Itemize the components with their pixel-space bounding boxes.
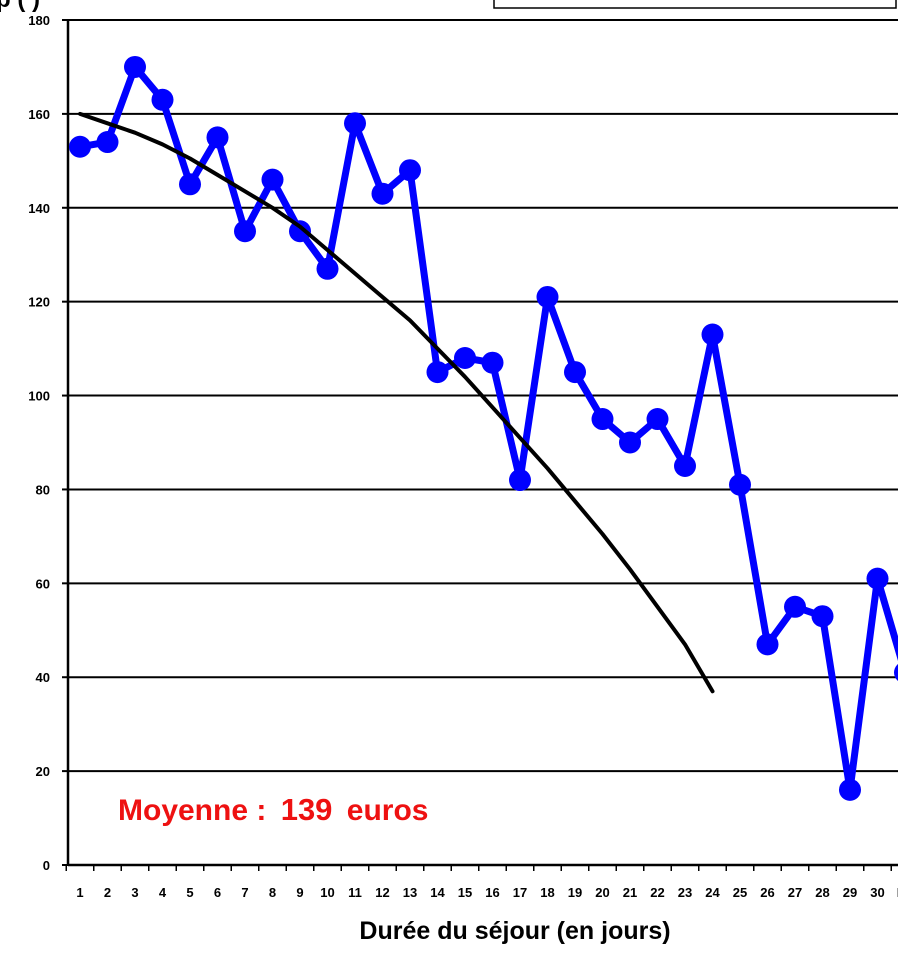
average-label: Moyenne :: [118, 794, 266, 827]
data-point-1: [69, 135, 91, 158]
y-tick-label-160: 160: [28, 107, 50, 122]
x-tick-label-2: 2: [104, 885, 111, 900]
title-box: [493, 0, 897, 9]
data-point-20: [591, 408, 614, 431]
trendline: [78, 111, 715, 694]
series-line-0: [79, 63, 898, 794]
data-point-26: [756, 633, 779, 656]
x-tick-label-28: 28: [815, 885, 829, 900]
x-tick-label-13: 13: [403, 885, 417, 900]
x-tick-label-30: 30: [870, 885, 884, 900]
x-tick-label-23: 23: [678, 885, 692, 900]
x-tick-label-3: 3: [131, 885, 138, 900]
data-point-21: [619, 431, 641, 454]
x-tick-label-11: 11: [348, 885, 362, 900]
data-point-18: [536, 285, 559, 308]
x-tick-label-17: 17: [513, 885, 527, 900]
data-point-9: [289, 220, 311, 243]
x-tick-label-De: De: [897, 885, 898, 900]
chart-title-fragment: p ( ): [0, 0, 40, 13]
data-point-7: [234, 220, 256, 243]
data-point-De: [894, 664, 898, 682]
x-tick-label-26: 26: [760, 885, 774, 900]
y-tick-label-180: 180: [28, 13, 50, 28]
x-tick-label-25: 25: [733, 885, 747, 900]
x-tick-label-12: 12: [375, 885, 389, 900]
data-point-24: [701, 323, 724, 346]
x-tick-label-21: 21: [623, 885, 637, 900]
data-point-25: [729, 473, 751, 496]
data-point-28: [811, 605, 834, 628]
x-tick-label-27: 27: [788, 885, 802, 900]
data-point-8: [261, 168, 284, 191]
data-point-4: [151, 88, 174, 111]
data-point-16: [481, 351, 504, 374]
data-point-27: [784, 595, 806, 618]
x-tick-label-15: 15: [458, 885, 472, 900]
x-tick-label-10: 10: [320, 885, 334, 900]
y-tick-label-120: 120: [28, 295, 50, 310]
data-point-3: [124, 55, 146, 78]
x-tick-label-9: 9: [296, 885, 303, 900]
x-tick-label-19: 19: [568, 885, 582, 900]
data-point-22: [646, 408, 669, 431]
x-tick-labels: 1 2 3 4 5 6 7 8 9 10 11 12 13 14 15 16 17 18 19 20 21 22 23 24 2…: [76, 885, 898, 900]
average-unit: euros: [347, 794, 429, 827]
data-point-19: [564, 361, 586, 384]
data-point-6: [206, 126, 229, 149]
x-tick-label-7: 7: [241, 885, 248, 900]
x-tick-label-18: 18: [540, 885, 554, 900]
data-point-2: [96, 131, 119, 154]
x-tick-label-8: 8: [269, 885, 276, 900]
average-value: 139: [281, 792, 333, 827]
data-point-10: [316, 257, 339, 280]
data-point-30: [866, 567, 889, 590]
x-tick-label-20: 20: [595, 885, 609, 900]
data-point-23: [674, 454, 696, 477]
x-tick-label-16: 16: [485, 885, 499, 900]
x-tick-label-22: 22: [650, 885, 664, 900]
y-tick-label-140: 140: [28, 201, 50, 216]
average-annotation: Moyenne : 139 euros: [118, 792, 428, 827]
data-point-12: [371, 182, 394, 205]
x-tick-label-5: 5: [186, 885, 193, 900]
y-tick-label-40: 40: [36, 670, 50, 685]
x-tick-label-4: 4: [159, 885, 167, 900]
data-point-5: [179, 173, 201, 196]
y-tick-label-60: 60: [36, 576, 50, 591]
x-tick-label-24: 24: [705, 885, 720, 900]
y-tick-label-20: 20: [36, 764, 50, 779]
x-axis-label: Durée du séjour (en jours): [359, 917, 670, 945]
x-tick-label-6: 6: [214, 885, 221, 900]
series: [69, 55, 898, 801]
y-tick-label-80: 80: [36, 482, 50, 497]
axes: [62, 19, 898, 871]
data-point-13: [399, 159, 421, 182]
x-tick-label-14: 14: [430, 885, 445, 900]
x-tick-label-29: 29: [843, 885, 857, 900]
x-tick-label-1: 1: [76, 885, 83, 900]
data-point-14: [426, 361, 449, 384]
data-point-11: [344, 112, 366, 135]
data-point-15: [454, 347, 476, 369]
data-point-29: [839, 778, 861, 801]
y-tick-labels: 0 20 40 60 80 100 120 140 160 180: [28, 13, 50, 873]
y-tick-label-100: 100: [28, 389, 50, 404]
y-tick-label-0: 0: [43, 858, 50, 873]
data-point-17: [509, 469, 531, 492]
